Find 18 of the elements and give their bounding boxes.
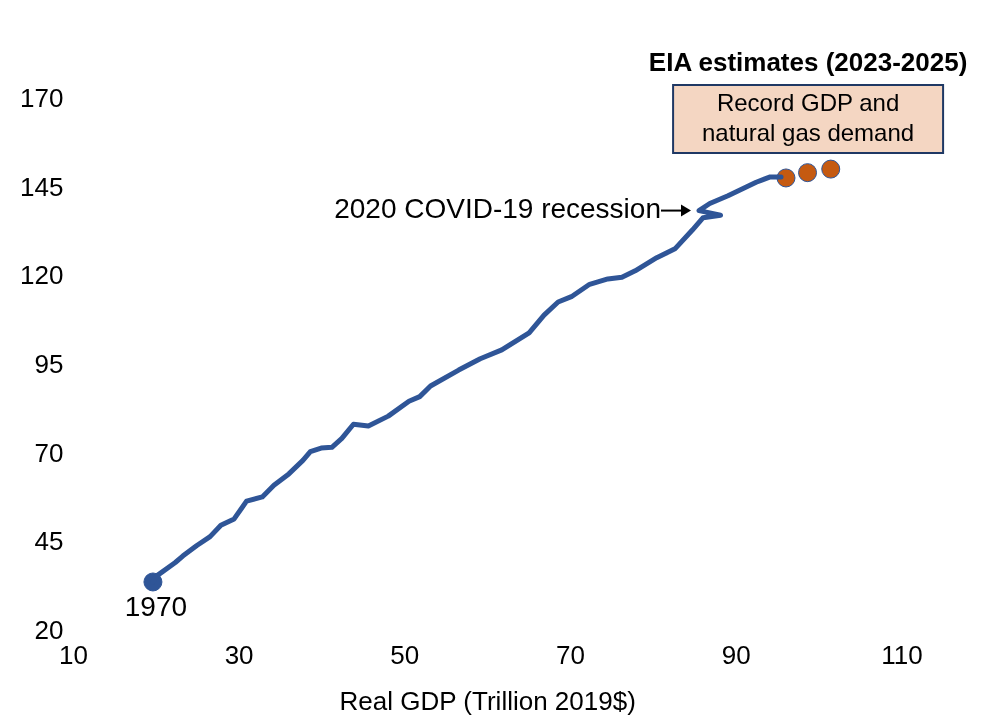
x-tick-label: 30 [224,640,254,671]
annotation: Record GDP and natural gas demand [702,88,915,146]
x-axis-title: Real GDP (Trillion 2019$) [339,685,636,716]
text: EIA estimates (2023-2025) [648,47,968,78]
point [798,163,818,183]
y-tick-label: 120 [19,260,64,291]
annotation: 2020 COVID-19 recession [334,193,661,225]
x-tick-label: 50 [390,640,420,671]
y-tick-label: 45 [34,526,64,557]
y-tick-label: 170 [19,83,64,114]
x-tick-label: 70 [556,640,586,671]
y-tick-label: 95 [34,348,64,379]
annotation: 1970 [124,590,188,622]
y-tick-label: 70 [34,437,64,468]
x-tick-label: 90 [721,640,751,671]
y-tick-label: 145 [19,171,64,202]
point [821,159,841,179]
x-tick-label: 110 [881,640,923,671]
